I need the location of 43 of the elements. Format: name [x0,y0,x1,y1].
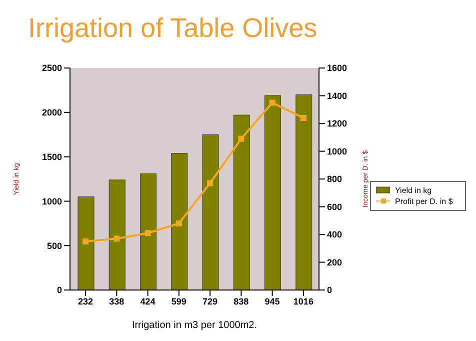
point [144,230,151,236]
x-tick-label: 599 [171,296,186,306]
y-tick-label: 2000 [42,108,62,118]
y-tick-label: 2500 [42,63,62,74]
bar [202,134,219,290]
bar [171,153,188,290]
x-tick-label: 1016 [293,296,314,306]
point [176,220,182,226]
legend-label: Yield in kg [395,184,432,196]
point [238,136,244,142]
x-tick-label: 232 [78,296,94,306]
y2-tick-label: 1600 [327,63,348,74]
x-tick-label: 424 [140,296,156,306]
x-tick-label: 729 [202,296,218,306]
y2-tick-label: 0 [327,285,332,296]
y2-tick-label: 1000 [327,146,348,156]
chart-title: Irrigation of Table Olives [27,12,318,45]
point [207,180,214,186]
point [300,114,306,121]
bar [264,95,281,290]
x-tick-label: 838 [234,296,249,306]
y2-tick-label: 600 [327,202,342,212]
bar [78,196,94,290]
point [114,236,120,242]
y2-tick-label: 800 [327,174,342,184]
y-tick-label: 500 [46,240,62,251]
x-axis-title: Irrigation in m3 per 1000m2. [132,320,258,331]
y-tick-label: 0 [56,285,62,296]
y2-tick-label: 200 [327,257,342,268]
bar [296,94,312,290]
bar [233,114,250,290]
y-tick-label: 1500 [42,152,62,162]
bar [140,173,156,290]
y-tick-label: 1000 [42,196,62,206]
x-tick-label: 945 [264,296,280,306]
legend-label: Profit per D. in $ [395,196,453,206]
point [82,238,89,244]
bar [108,180,126,290]
y2-tick-label: 400 [327,230,342,240]
point [269,100,276,106]
y2-tick-label: 1200 [327,118,348,129]
x-tick-label: 338 [109,296,124,306]
y2-tick-label: 1400 [327,90,348,101]
